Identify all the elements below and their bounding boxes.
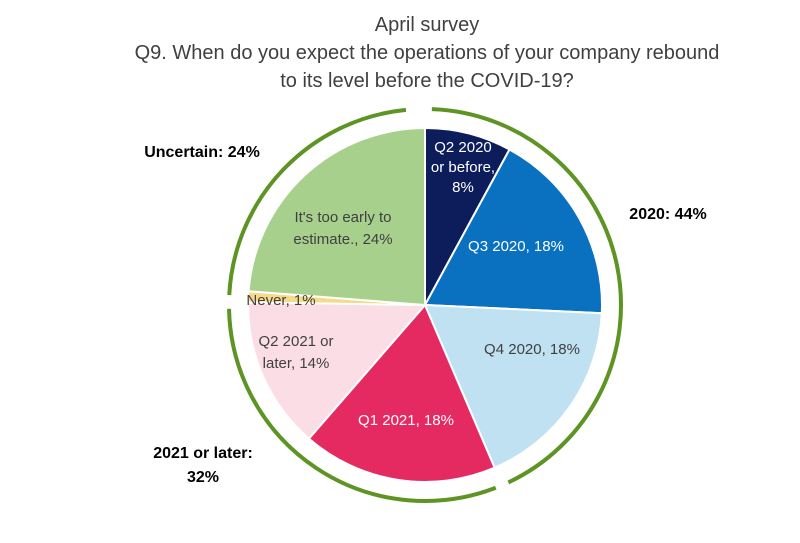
slice-label-0-line-0: Q2 2020 — [434, 139, 492, 156]
group-label-1-line-1: 32% — [187, 469, 219, 486]
slice-label-3-line-0: Q1 2021, 18% — [358, 412, 454, 429]
slice-label-4-line-0: Q2 2021 or — [258, 333, 333, 350]
pie-slice-2 — [423, 303, 603, 470]
group-label-2-line-0: Uncertain: 24% — [144, 144, 260, 161]
chart-subtitle-line-1: Q9. When do you expect the operations of… — [135, 42, 720, 64]
group-label-1-line-0: 2021 or later: — [153, 445, 253, 462]
chart-title: April survey — [375, 14, 479, 36]
slice-label-2-line-0: Q4 2020, 18% — [484, 341, 580, 358]
pie-slices — [247, 126, 603, 483]
pie-slice-3 — [307, 303, 496, 483]
group-arc-2 — [227, 107, 407, 296]
pie-slice-4 — [247, 301, 428, 441]
slice-label-6-line-0: It's too early to — [294, 209, 391, 226]
slice-label-0-line-2: 8% — [452, 179, 474, 196]
slice-labels: Q2 2020 or before, 8% Q3 2020, 18% Q4 2020, … — [246, 139, 580, 429]
pie-slice-1 — [423, 148, 603, 315]
slice-label-0-line-1: or before, — [431, 159, 495, 176]
chart-subtitle-line-2: to its level before the COVID-19? — [280, 70, 573, 92]
slice-label-6-line-1: estimate., 24% — [293, 231, 392, 248]
group-labels: 2020: 44% 2021 or later: 32% Uncertain: 24% — [144, 144, 706, 486]
slice-label-5-line-0: Never, 1% — [246, 292, 315, 309]
group-arc-0 — [431, 107, 623, 485]
slice-label-1-line-0: Q3 2020, 18% — [468, 238, 564, 255]
group-arc-1 — [227, 308, 497, 503]
group-label-0-line-0: 2020: 44% — [629, 206, 706, 223]
pie-slice-6 — [247, 126, 426, 307]
slice-label-4-line-1: later, 14% — [263, 355, 330, 372]
group-arcs — [227, 107, 623, 503]
